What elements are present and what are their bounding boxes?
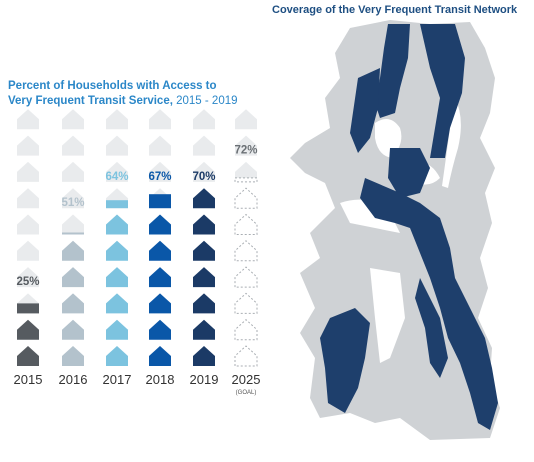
house-icon	[17, 319, 39, 340]
house-icon-partial	[234, 177, 258, 183]
house-icon-empty	[17, 214, 39, 235]
house-icon	[106, 346, 128, 366]
house-icon-empty	[17, 240, 39, 261]
house-icon-empty	[235, 109, 257, 130]
house-icon-empty	[193, 135, 215, 156]
house-icon	[193, 214, 215, 235]
house-icon	[234, 292, 258, 314]
house-icon-empty	[17, 135, 39, 156]
house-icon	[149, 293, 171, 314]
house-icon	[17, 346, 39, 366]
house-icon	[193, 346, 215, 366]
house-icon	[234, 187, 258, 209]
house-icon-empty	[62, 161, 84, 182]
house-icon	[62, 293, 84, 314]
house-icon	[62, 319, 84, 340]
year-label: 2015	[14, 372, 43, 387]
value-label: 70%	[192, 171, 215, 183]
house-icon	[149, 346, 171, 366]
house-icon-partial	[149, 194, 171, 209]
house-icon	[149, 240, 171, 261]
house-icon	[106, 240, 128, 261]
house-icon	[62, 240, 84, 261]
house-icon-empty	[149, 161, 171, 182]
house-icon-empty	[149, 109, 171, 130]
house-icon	[149, 214, 171, 235]
house-icon-empty	[17, 109, 39, 130]
pictograph-chart: 25% 2015 51% 2016 64% 2017 67% 2018 70% 2019 72% 20…	[14, 109, 261, 396]
house-icon-empty	[62, 135, 84, 156]
house-icon	[234, 319, 258, 341]
map-title: Coverage of the Very Frequent Transit Ne…	[272, 4, 518, 16]
house-icon-empty	[235, 161, 257, 182]
year-label: 2018	[146, 372, 175, 387]
house-icon-empty	[149, 135, 171, 156]
house-icon	[193, 267, 215, 288]
house-icon	[149, 267, 171, 288]
house-icon-empty	[17, 188, 39, 209]
house-icon	[234, 240, 258, 262]
house-icon	[106, 319, 128, 340]
house-icon	[149, 319, 171, 340]
value-label: 25%	[16, 276, 39, 288]
house-icon-partial	[62, 232, 84, 235]
house-icon	[193, 319, 215, 340]
house-icon	[193, 240, 215, 261]
house-icon-empty	[106, 135, 128, 156]
value-label: 67%	[148, 171, 171, 183]
house-icon-empty	[106, 161, 128, 182]
house-icon	[62, 267, 84, 288]
house-icon	[193, 293, 215, 314]
house-icon-empty	[17, 161, 39, 182]
house-icon	[106, 267, 128, 288]
house-icon	[62, 346, 84, 366]
year-label: 2017	[103, 372, 132, 387]
value-label: 51%	[61, 197, 84, 209]
value-label: 72%	[234, 145, 257, 157]
house-icon-partial	[106, 200, 128, 209]
goal-note: (GOAL)	[236, 390, 257, 396]
house-icon	[234, 266, 258, 288]
house-icon-partial	[17, 303, 39, 314]
seattle-transit-map	[290, 20, 500, 440]
year-label: 2019	[190, 372, 219, 387]
transit-network	[320, 24, 498, 430]
house-icon-empty	[193, 161, 215, 182]
value-label: 64%	[105, 171, 128, 183]
year-label: 2016	[59, 372, 88, 387]
house-icon	[234, 345, 258, 367]
house-icon	[106, 214, 128, 235]
house-icon-empty	[235, 135, 257, 156]
year-label: 2025	[232, 372, 261, 387]
house-icon-empty	[62, 214, 84, 235]
chart-title-line1: Percent of Households with Access to	[8, 80, 217, 92]
house-icon-empty	[193, 109, 215, 130]
house-icon	[193, 188, 215, 209]
chart-title-line2: Very Frequent Transit Service, 2015 - 20…	[8, 94, 238, 109]
house-icon	[234, 213, 258, 235]
house-icon	[106, 293, 128, 314]
house-icon-empty	[62, 109, 84, 130]
chart-title-line2-rest: 2015 - 2019	[172, 95, 238, 107]
house-icon-empty	[106, 109, 128, 130]
house-icon-empty	[62, 188, 84, 209]
house-icon-empty	[17, 267, 39, 288]
chart-title: Percent of Households with Access to Ver…	[8, 79, 238, 109]
chart-title-line2-bold: Very Frequent Transit Service,	[8, 95, 173, 107]
